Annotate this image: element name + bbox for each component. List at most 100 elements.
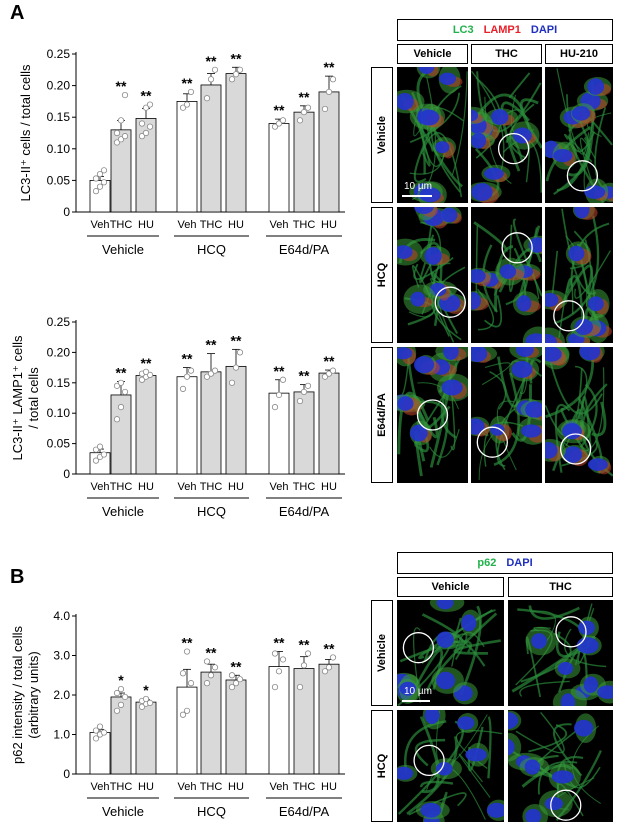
- x-tick-label: HU: [228, 219, 244, 231]
- data-point: [96, 170, 104, 178]
- x-tick-label: HU: [138, 781, 154, 793]
- data-point: [113, 382, 121, 389]
- data-point: [96, 723, 104, 730]
- y-axis-label-line: LC3-II⁺ LAMP1⁺ cells: [10, 335, 25, 460]
- data-point: [187, 680, 195, 687]
- data-point: [96, 443, 104, 450]
- x-tick-label: THC: [293, 219, 316, 231]
- significance-marker: **: [116, 365, 127, 381]
- significance-marker: **: [206, 337, 217, 353]
- data-point: [329, 76, 337, 83]
- significance-marker: **: [299, 637, 310, 653]
- group-label: Vehicle: [102, 242, 144, 257]
- y-tick-label: 3.0: [53, 649, 70, 663]
- data-point: [300, 109, 308, 116]
- data-point: [92, 457, 100, 464]
- data-point: [271, 684, 279, 691]
- x-tick-label: Veh: [178, 781, 197, 793]
- column-header-thc-b: THC: [508, 577, 613, 597]
- data-point: [183, 373, 191, 380]
- x-tick-label: THC: [200, 781, 223, 793]
- significance-marker: **: [116, 78, 127, 94]
- significance-marker: **: [231, 50, 242, 66]
- group-label: HCQ: [197, 804, 226, 819]
- significance-marker: **: [182, 351, 193, 367]
- data-point: [113, 707, 121, 714]
- data-point: [232, 680, 240, 687]
- x-tick-label: Veh: [270, 781, 289, 793]
- bar: [268, 123, 290, 213]
- significance-marker: **: [141, 355, 152, 371]
- group-label: E64d/PA: [279, 804, 330, 819]
- x-tick-label: THC: [110, 781, 133, 793]
- chart-lc3-cells: LC3-II⁺ cells / total cells 0 0.05 0.10 0.15…: [18, 47, 345, 257]
- x-tick-label: HU: [228, 781, 244, 793]
- data-point: [228, 76, 236, 83]
- y-tick-label: 0: [63, 767, 70, 781]
- group-label: HCQ: [197, 242, 226, 257]
- legend-lc3-lamp1-dapi: LC3 LAMP1 DAPI: [397, 19, 613, 41]
- bar: [318, 372, 340, 475]
- bar: [110, 696, 132, 775]
- data-point: [304, 104, 312, 111]
- x-tick-label: HU: [321, 481, 337, 493]
- y-tick-label: 4.0: [53, 609, 70, 623]
- data-point: [113, 689, 121, 697]
- data-point: [117, 685, 125, 693]
- bar: [225, 73, 247, 213]
- data-point: [271, 650, 279, 657]
- y-tick-label: 0.20: [47, 79, 71, 93]
- data-point: [321, 373, 329, 380]
- significance-marker: **: [299, 368, 310, 384]
- significance-marker: **: [274, 102, 285, 118]
- y-tick-label: 0.10: [47, 142, 71, 156]
- micrograph-image: [397, 710, 504, 822]
- significance-marker: *: [118, 672, 124, 688]
- data-point: [236, 676, 244, 683]
- data-point: [138, 376, 146, 383]
- group-label: E64d/PA: [279, 242, 330, 257]
- data-point: [211, 66, 219, 73]
- scale-bar: [402, 700, 430, 702]
- data-point: [142, 368, 150, 375]
- micrograph-image: [545, 347, 613, 483]
- data-point: [121, 388, 129, 396]
- data-point: [321, 668, 329, 675]
- column-header-vehicle: Vehicle: [397, 44, 468, 64]
- data-point: [296, 117, 304, 124]
- data-point: [211, 367, 219, 374]
- x-tick-label: THC: [110, 219, 133, 231]
- group-label: Vehicle: [102, 804, 144, 819]
- scale-bar: [402, 195, 432, 197]
- x-tick-label: HU: [228, 481, 244, 493]
- bar: [318, 663, 340, 775]
- data-point: [117, 701, 125, 708]
- significance-marker: **: [299, 89, 310, 105]
- bar: [176, 686, 198, 775]
- y-tick-label: 2.0: [53, 688, 70, 702]
- x-tick-label: HU: [321, 219, 337, 231]
- significance-marker: **: [231, 332, 242, 348]
- data-point: [179, 385, 187, 392]
- data-point: [236, 349, 244, 356]
- y-tick-label: 0.20: [47, 345, 71, 359]
- data-point: [207, 672, 215, 679]
- data-point: [275, 668, 283, 675]
- y-tick-label: 0: [63, 205, 70, 219]
- y-tick-label: 0: [63, 467, 70, 481]
- data-point: [325, 664, 333, 671]
- data-point: [236, 66, 244, 73]
- data-point: [296, 684, 304, 691]
- column-header-thc: THC: [471, 44, 542, 64]
- x-tick-label: THC: [293, 481, 316, 493]
- data-point: [113, 416, 121, 423]
- data-point: [92, 727, 100, 734]
- data-point: [146, 371, 154, 378]
- bar: [176, 101, 198, 213]
- x-tick-label: HU: [138, 481, 154, 493]
- data-point: [275, 120, 283, 127]
- bar: [268, 392, 290, 475]
- data-point: [121, 91, 129, 99]
- significance-marker: **: [206, 53, 217, 69]
- bar: [176, 376, 198, 475]
